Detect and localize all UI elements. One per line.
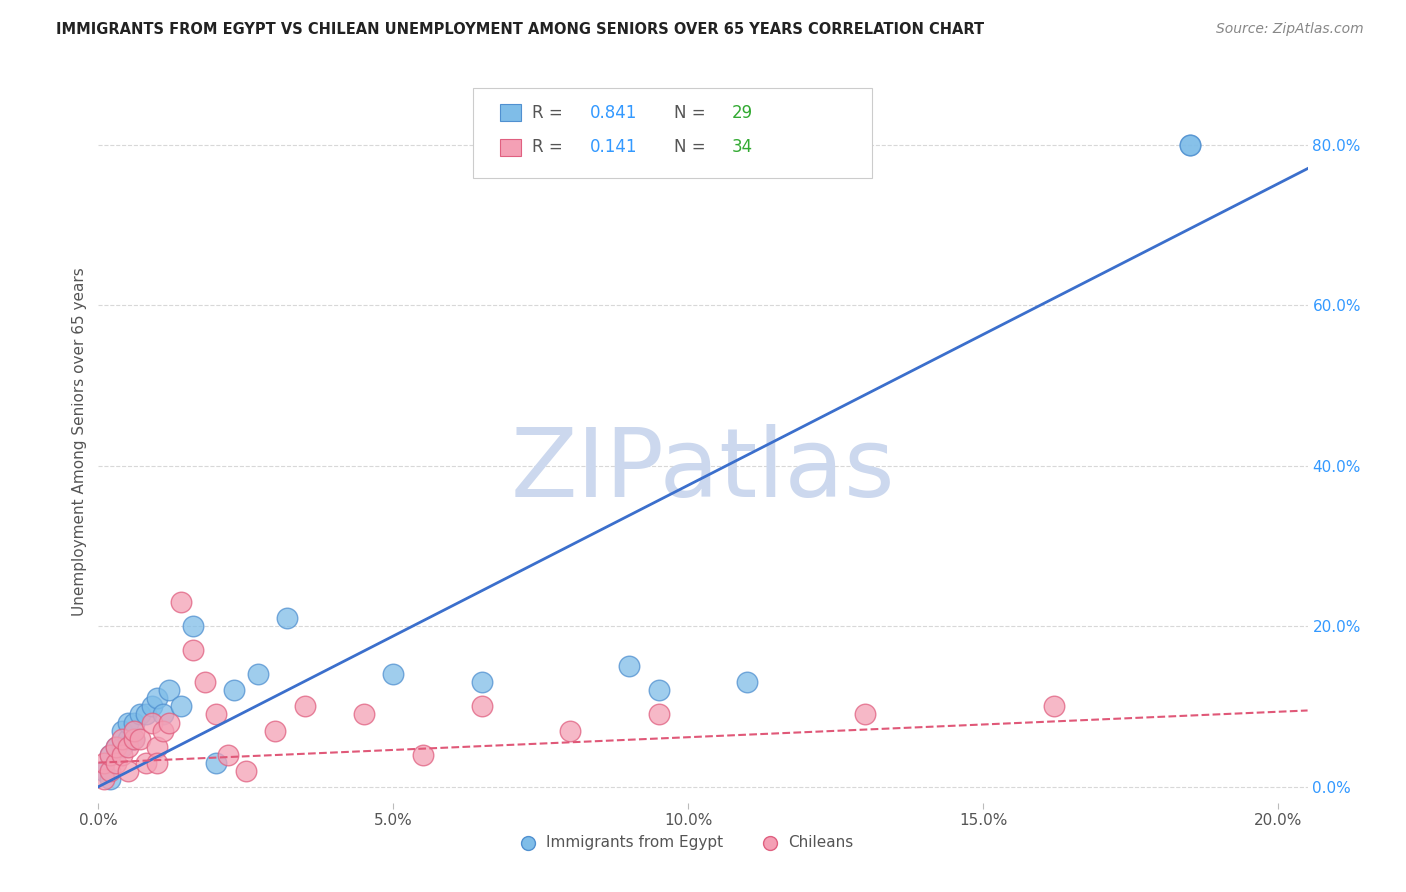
FancyBboxPatch shape: [474, 87, 872, 178]
Point: [105, 739, 128, 754]
Point: [111, 731, 134, 746]
Point: [117, 715, 139, 730]
Point: [648, 683, 671, 698]
Point: [105, 756, 128, 770]
Point: [141, 715, 163, 730]
Text: N =: N =: [675, 138, 711, 156]
Point: [471, 699, 494, 714]
Point: [471, 675, 494, 690]
Point: [98, 747, 121, 762]
Point: [93, 772, 115, 786]
Point: [170, 699, 193, 714]
Point: [853, 707, 876, 722]
Point: [93, 764, 115, 778]
Point: [117, 731, 139, 746]
Point: [98, 772, 121, 786]
Text: N =: N =: [675, 103, 711, 122]
Y-axis label: Unemployment Among Seniors over 65 years: Unemployment Among Seniors over 65 years: [72, 268, 87, 615]
Point: [205, 756, 228, 770]
Point: [194, 675, 217, 690]
Text: ZIPatlas: ZIPatlas: [510, 424, 896, 517]
Point: [152, 707, 174, 722]
Text: Immigrants from Egypt: Immigrants from Egypt: [546, 835, 723, 850]
Point: [412, 747, 434, 762]
Point: [648, 707, 671, 722]
Point: [122, 723, 145, 738]
Point: [135, 756, 157, 770]
Point: [1178, 137, 1201, 152]
Point: [117, 739, 139, 754]
Point: [128, 731, 150, 746]
Point: [170, 595, 193, 609]
Point: [111, 747, 134, 762]
Text: IMMIGRANTS FROM EGYPT VS CHILEAN UNEMPLOYMENT AMONG SENIORS OVER 65 YEARS CORREL: IMMIGRANTS FROM EGYPT VS CHILEAN UNEMPLO…: [56, 22, 984, 37]
Point: [205, 707, 228, 722]
Point: [93, 756, 115, 770]
Text: 0.841: 0.841: [591, 103, 637, 122]
Point: [157, 715, 180, 730]
Point: [1043, 699, 1066, 714]
Point: [122, 731, 145, 746]
Text: Chileans: Chileans: [787, 835, 853, 850]
Point: [1178, 137, 1201, 152]
Point: [235, 764, 257, 778]
FancyBboxPatch shape: [501, 139, 520, 156]
Point: [382, 667, 405, 681]
Point: [111, 739, 134, 754]
Point: [181, 643, 204, 657]
Point: [146, 691, 169, 706]
Point: [619, 659, 641, 673]
Point: [146, 756, 169, 770]
Point: [217, 747, 239, 762]
Point: [276, 611, 298, 625]
Text: R =: R =: [531, 138, 568, 156]
Point: [146, 739, 169, 754]
Point: [128, 707, 150, 722]
Point: [353, 707, 375, 722]
Point: [181, 619, 204, 633]
Point: [560, 723, 582, 738]
Point: [98, 764, 121, 778]
Point: [98, 747, 121, 762]
Point: [105, 739, 128, 754]
Point: [157, 683, 180, 698]
Text: 29: 29: [731, 103, 752, 122]
Point: [222, 683, 245, 698]
Text: Source: ZipAtlas.com: Source: ZipAtlas.com: [1216, 22, 1364, 37]
Point: [294, 699, 316, 714]
Point: [111, 723, 134, 738]
Point: [122, 715, 145, 730]
FancyBboxPatch shape: [501, 104, 520, 121]
Point: [135, 707, 157, 722]
Point: [246, 667, 269, 681]
Point: [735, 675, 758, 690]
Point: [122, 731, 145, 746]
Text: R =: R =: [531, 103, 568, 122]
Point: [141, 699, 163, 714]
Point: [264, 723, 287, 738]
Point: [117, 764, 139, 778]
Text: 0.141: 0.141: [591, 138, 637, 156]
Point: [152, 723, 174, 738]
Text: 34: 34: [731, 138, 752, 156]
